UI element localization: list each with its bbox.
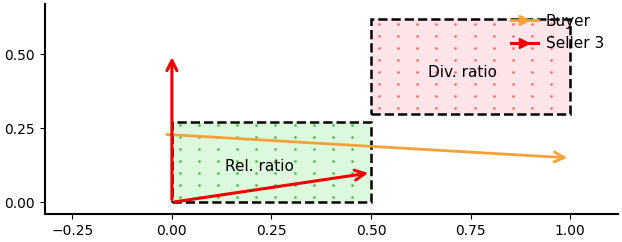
Text: Div. ratio: Div. ratio [428,65,497,80]
Bar [371,19,570,113]
Bar [371,19,570,113]
Legend: Buyer, Seller 3: Buyer, Seller 3 [504,8,610,57]
Bar [172,122,371,202]
Bar [172,122,371,202]
Text: Rel. ratio: Rel. ratio [225,159,294,174]
